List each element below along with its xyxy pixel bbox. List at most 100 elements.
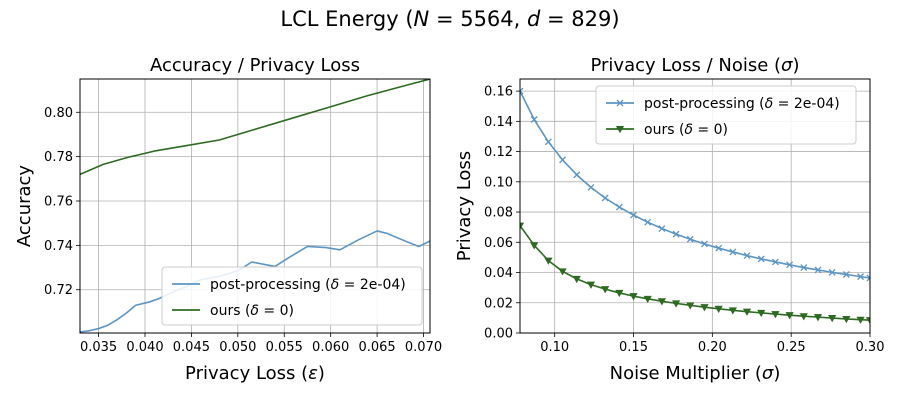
data-point-1 (813, 314, 823, 322)
figure-title: LCL Energy (N = 5564, d = 829) (280, 7, 619, 31)
data-point-0 (743, 252, 751, 260)
data-point-0 (828, 268, 836, 276)
data-point-1 (671, 300, 681, 308)
data-point-0 (842, 271, 850, 278)
data-point-1 (530, 242, 539, 250)
y-tick-label: 0.06 (484, 236, 513, 251)
series-group (520, 87, 870, 325)
x-axis-label: Noise Multiplier (σ) (610, 363, 781, 384)
data-point-0 (786, 261, 794, 269)
data-point-1 (799, 313, 808, 321)
y-tick-label: 0.78 (44, 150, 73, 165)
legend: post-processing (δ = 2e-04) ours (δ = 0) (161, 266, 423, 326)
data-point-1 (686, 302, 695, 310)
data-point-1 (842, 315, 851, 324)
x-tick-label: 0.070 (405, 340, 442, 355)
legend-label-0: post-processing (δ = 2e-04) (644, 96, 840, 112)
data-point-0 (814, 266, 822, 274)
data-point-0 (757, 255, 765, 263)
data-point-1 (558, 268, 567, 276)
data-point-0 (573, 171, 581, 179)
y-tick-label: 0.74 (44, 239, 73, 254)
data-point-1 (572, 275, 581, 284)
accuracy-chart: 0.035 0.040 0.045 0.050 0.055 0.060 0.065 0.070… (14, 55, 442, 384)
data-point-0 (530, 116, 538, 123)
x-tick-label: 0.045 (173, 340, 210, 355)
legend-label-1: ours (δ = 0) (644, 122, 728, 138)
series-line-1 (80, 79, 430, 176)
data-point-0 (672, 230, 680, 238)
data-point-0 (700, 240, 708, 248)
legend-label-1: ours (δ = 0) (210, 303, 294, 319)
data-point-1 (544, 257, 553, 265)
x-tick-label: 0.25 (777, 340, 806, 355)
y-tick-label: 0.00 (484, 327, 513, 342)
y-tick-label: 0.04 (484, 266, 513, 281)
data-point-1 (728, 307, 737, 315)
data-point-1 (771, 311, 780, 319)
x-tick-label: 0.15 (619, 340, 648, 355)
y-tick-label: 0.08 (484, 206, 513, 221)
legend: post-processing (δ = 2e-04) ours (δ = 0) (595, 85, 857, 145)
y-tick-label: 0.16 (484, 85, 513, 100)
data-point-1 (700, 304, 709, 312)
data-point-0 (615, 203, 623, 211)
x-tick-label: 0.060 (312, 340, 349, 355)
data-point-1 (520, 222, 525, 230)
x-tick-label: 0.065 (358, 340, 395, 355)
data-point-1 (657, 298, 667, 306)
data-point-0 (630, 211, 637, 219)
x-tick-label: 0.055 (266, 340, 303, 355)
x-axis-label: Privacy Loss (ε) (185, 363, 325, 384)
y-tick-label: 0.80 (44, 106, 73, 121)
y-tick-label: 0.02 (484, 296, 513, 311)
data-point-0 (729, 248, 737, 256)
data-point-0 (715, 244, 723, 252)
y-tick-label: 0.72 (44, 283, 73, 298)
y-tick-label: 0.14 (484, 115, 513, 130)
data-point-1 (615, 289, 624, 298)
data-point-1 (856, 316, 865, 324)
data-point-1 (785, 312, 794, 320)
plot-frame (519, 78, 871, 334)
data-point-1 (586, 281, 596, 289)
legend-marker-1 (615, 126, 625, 134)
x-tick-label: 0.10 (540, 340, 569, 355)
data-point-1 (865, 317, 870, 325)
data-point-0 (601, 194, 609, 202)
x-tick-label: 0.30 (856, 340, 885, 355)
privacy-loss-chart: 0.10 0.15 0.20 0.25 0.30 0.00 0.02 0.04 0.06 0.08… (454, 55, 884, 384)
y-axis-label: Privacy Loss (454, 151, 475, 261)
plot-frame (79, 78, 431, 334)
data-point-1 (629, 293, 638, 301)
data-point-1 (742, 308, 752, 316)
data-point-0 (771, 258, 779, 266)
chart-title: Accuracy / Privacy Loss (150, 55, 360, 76)
x-tick-label: 0.035 (80, 340, 117, 355)
legend-marker-0 (616, 99, 624, 107)
x-tick-label: 0.050 (219, 340, 256, 355)
x-tick-label: 0.20 (698, 340, 727, 355)
legend-box (161, 266, 423, 326)
data-point-1 (757, 309, 766, 318)
x-tick-label: 0.040 (126, 340, 163, 355)
y-axis-label: Accuracy (14, 165, 35, 248)
data-point-0 (658, 225, 666, 232)
legend-box (595, 85, 857, 145)
data-point-1 (643, 295, 652, 304)
data-point-0 (644, 218, 652, 226)
data-point-0 (800, 264, 808, 271)
y-tick-label: 0.76 (44, 195, 73, 210)
data-point-0 (559, 156, 567, 164)
y-tick-label: 0.10 (484, 175, 513, 190)
data-point-0 (544, 138, 552, 146)
data-point-1 (714, 305, 723, 314)
data-point-0 (686, 235, 694, 243)
chart-title: Privacy Loss / Noise (σ) (590, 55, 799, 76)
data-point-0 (857, 273, 865, 281)
data-point-1 (828, 315, 837, 323)
data-point-1 (601, 286, 610, 294)
data-point-0 (520, 87, 524, 95)
legend-label-0: post-processing (δ = 2e-04) (210, 277, 406, 293)
